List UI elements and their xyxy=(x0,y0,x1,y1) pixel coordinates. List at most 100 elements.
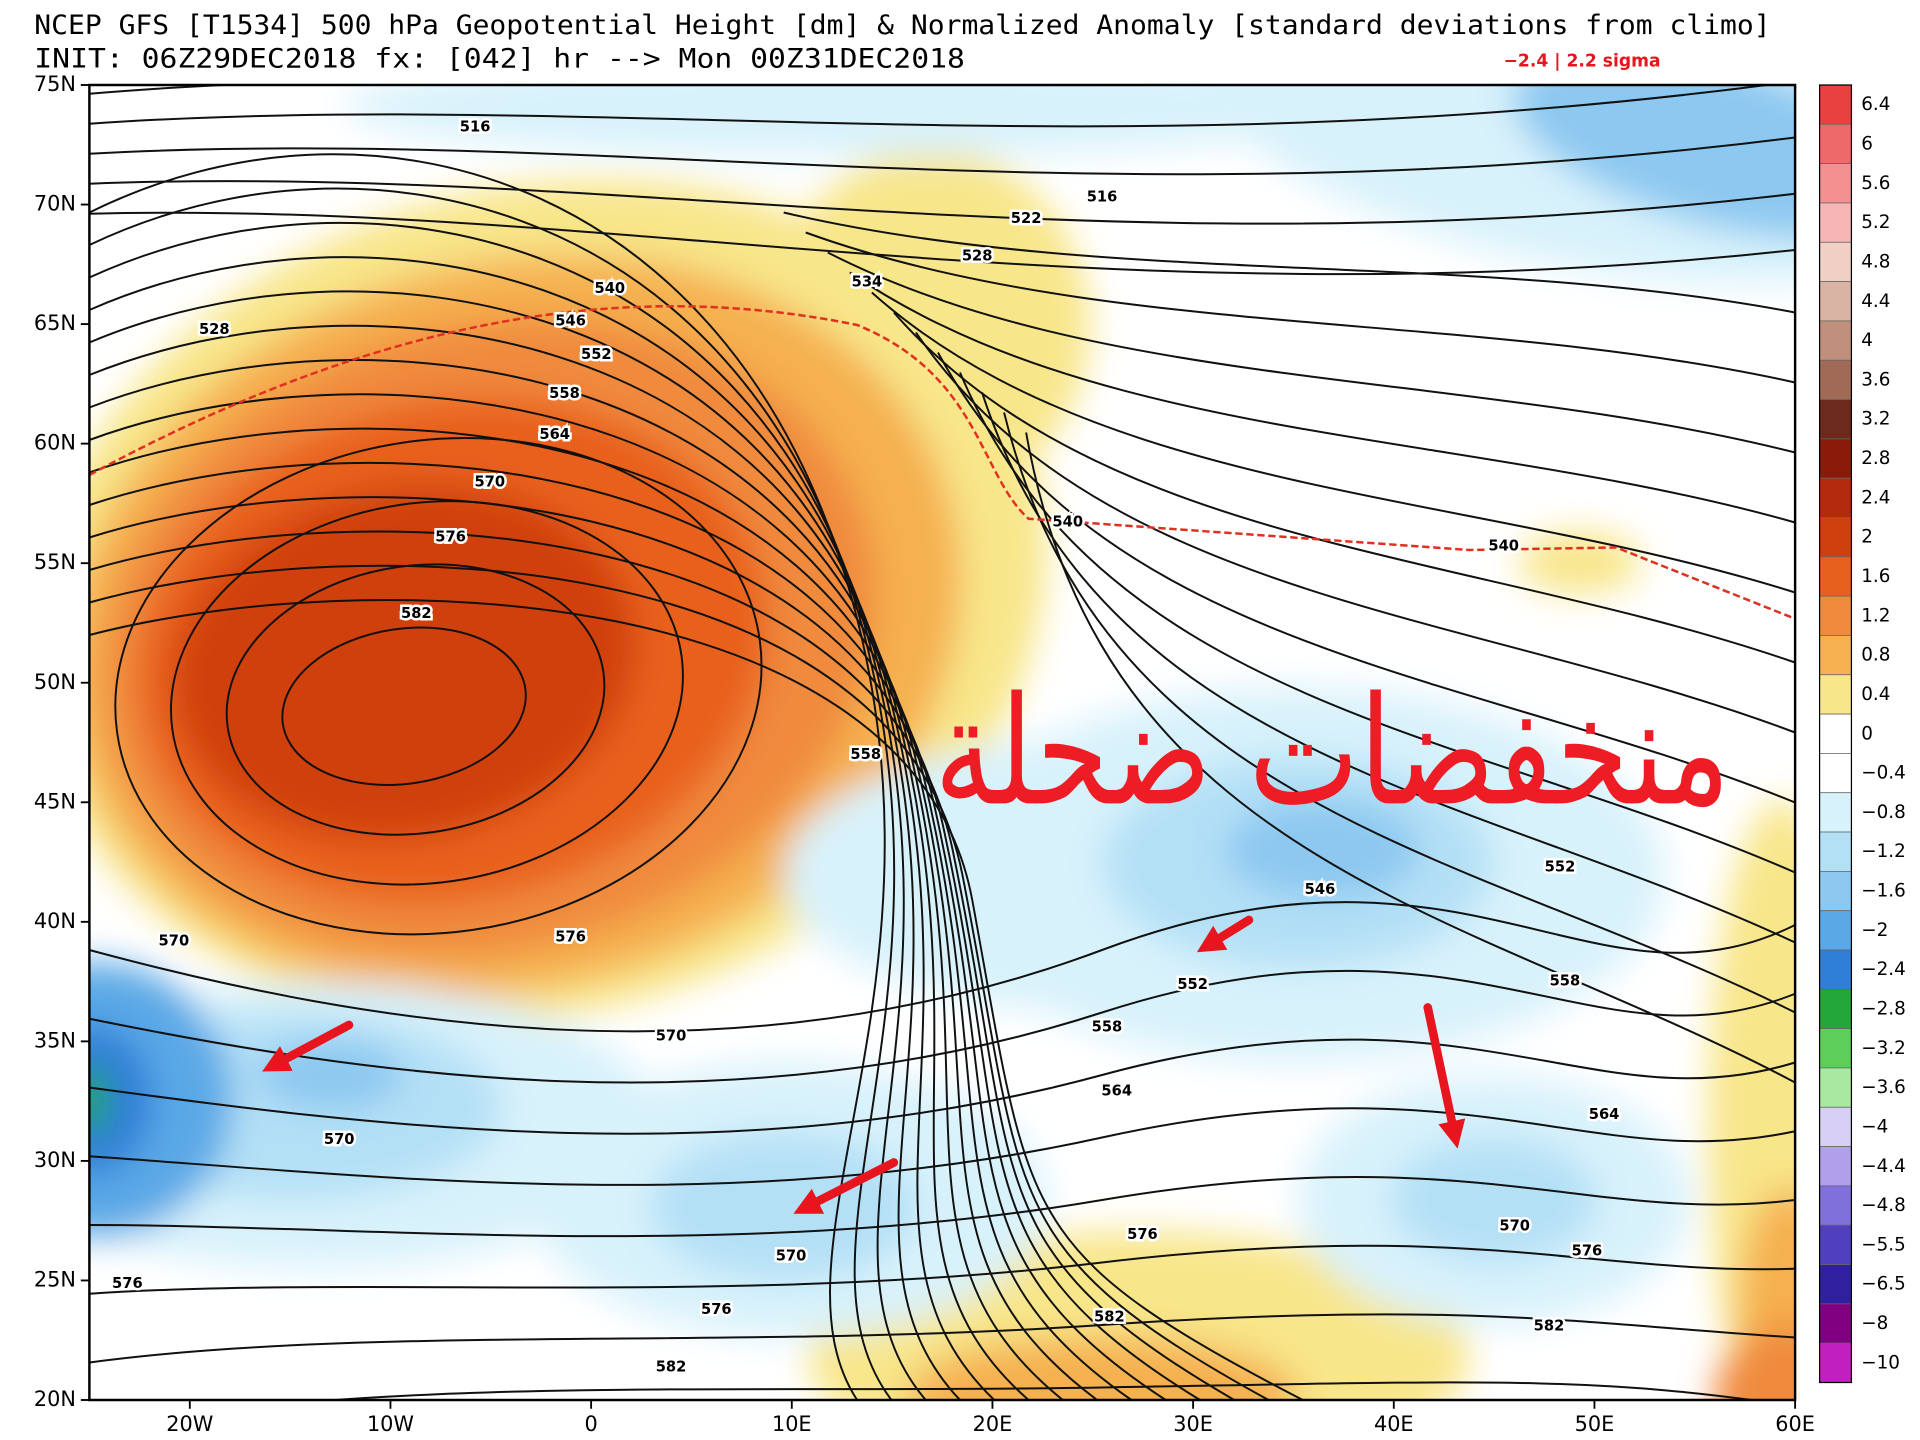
contour-label: 558 xyxy=(1092,1018,1123,1035)
colorbar-label: 0.8 xyxy=(1861,645,1890,666)
lat-label: 70N xyxy=(34,190,76,215)
colorbar-label: −1.2 xyxy=(1861,841,1906,862)
colorbar-label: −0.8 xyxy=(1861,802,1906,823)
axes: 75N 70N 65N 60N 55N 50N 45N 40N 35N 30N 25N 20N 20W 1… xyxy=(34,71,1815,1436)
colorbar-label: 4.8 xyxy=(1861,251,1890,272)
colorbar-label: −0.4 xyxy=(1861,762,1906,783)
contour-label: 564 xyxy=(1589,1106,1620,1123)
contour-line xyxy=(915,331,1796,734)
contour-label: 576 xyxy=(112,1275,143,1292)
anomaly-area xyxy=(343,85,1372,157)
colorbar-label: −1.6 xyxy=(1861,880,1906,901)
contours xyxy=(89,85,1796,1400)
anomaly-area xyxy=(1714,1325,1796,1400)
contour-line xyxy=(320,1381,1760,1400)
lon-label: 10E xyxy=(772,1411,812,1436)
contour-label: 582 xyxy=(1534,1317,1565,1334)
colorbar-box xyxy=(1819,635,1852,676)
anomaly-area xyxy=(1512,85,1796,240)
anomaly-area xyxy=(89,1065,107,1135)
colorbar-box xyxy=(1819,399,1852,440)
sigma-range: −2.4 | 2.2 sigma xyxy=(1504,51,1661,71)
contour-label: 570 xyxy=(1499,1217,1530,1234)
colorbar-label: 0.4 xyxy=(1861,684,1890,705)
colorbar-box xyxy=(1819,1146,1852,1187)
lat-label: 55N xyxy=(34,549,76,574)
contour-line xyxy=(89,530,1235,1400)
colorbar-box xyxy=(1819,988,1852,1030)
contour-label: 570 xyxy=(656,1027,687,1044)
lon-label: 0 xyxy=(585,1411,598,1436)
contour-line xyxy=(89,901,1796,1033)
colorbar-box xyxy=(1819,438,1852,479)
contour-label: 522 xyxy=(1011,210,1042,227)
colorbar-box xyxy=(1819,949,1852,990)
colorbar-box xyxy=(1819,1106,1852,1147)
anomaly-area xyxy=(257,1040,405,1110)
contour-label: 546 xyxy=(555,312,586,329)
contour-line xyxy=(89,136,1796,176)
colorbar-label: −2.4 xyxy=(1861,959,1906,980)
contour-label: 534 xyxy=(852,273,883,290)
lat-label: 50N xyxy=(34,669,76,694)
colorbar-label: 4 xyxy=(1861,330,1873,351)
contour-line xyxy=(937,352,1796,804)
lat-label: 40N xyxy=(34,908,76,933)
contour-line xyxy=(89,1313,1796,1364)
colorbar-box xyxy=(1819,870,1852,912)
colorbar-label: 4.4 xyxy=(1861,291,1890,312)
colorbar-label: 1.6 xyxy=(1861,566,1890,587)
anomaly-area xyxy=(1224,800,1421,900)
colorbar-box xyxy=(1819,674,1852,715)
contour-line xyxy=(89,427,1132,1400)
colorbar-box xyxy=(1819,753,1852,794)
colorbar-label: 2 xyxy=(1861,527,1873,548)
contour-label: 516 xyxy=(1087,188,1118,205)
colorbar-box xyxy=(1819,84,1852,125)
colorbar-box xyxy=(1819,1264,1852,1305)
contour-line xyxy=(849,271,1796,524)
lat-label: 25N xyxy=(34,1266,76,1291)
lat-label: 45N xyxy=(34,788,76,813)
annotation: منخفضات ضحلة xyxy=(934,665,1730,840)
arrows xyxy=(262,915,1466,1214)
colorbar-box xyxy=(1819,359,1852,400)
contour-label: 570 xyxy=(776,1247,807,1264)
contour-label: 546 xyxy=(1305,881,1336,898)
colorbar-box xyxy=(1819,123,1852,165)
contour-label: 552 xyxy=(581,346,612,363)
anomaly-area xyxy=(648,1131,919,1282)
contour-line xyxy=(225,563,606,836)
contour-line xyxy=(89,85,1775,128)
colorbar-box xyxy=(1819,1224,1852,1265)
colorbar-box xyxy=(1819,831,1852,872)
contour-label: 576 xyxy=(1127,1226,1158,1243)
colorbar-label: −4.8 xyxy=(1861,1195,1906,1216)
contour-label: 528 xyxy=(199,321,230,338)
colorbar-label: 5.6 xyxy=(1861,173,1890,194)
lon-label: 30E xyxy=(1173,1411,1213,1436)
lon-label: 50E xyxy=(1575,1411,1615,1436)
contour-line xyxy=(89,1107,1796,1186)
arrow xyxy=(1196,915,1254,953)
contour-line xyxy=(981,392,1796,944)
lat-label: 60N xyxy=(34,429,76,454)
colorbar-box xyxy=(1819,1342,1852,1383)
map-frame xyxy=(88,83,1797,1402)
contour-label: 570 xyxy=(159,932,190,949)
arrow xyxy=(1423,1003,1466,1149)
colorbar-box xyxy=(1819,477,1852,518)
contour-label: 576 xyxy=(435,528,466,545)
contour-label: 564 xyxy=(1101,1082,1132,1099)
contour-label: 516 xyxy=(460,118,491,135)
colorbar-box xyxy=(1819,202,1852,243)
contour-label: 528 xyxy=(962,247,993,264)
contour-line xyxy=(281,626,527,786)
colorbar-label: 6.4 xyxy=(1861,94,1890,115)
colorbar-box xyxy=(1819,1185,1852,1226)
colorbar-label: −2 xyxy=(1861,920,1888,941)
contour-line xyxy=(89,1176,1796,1238)
